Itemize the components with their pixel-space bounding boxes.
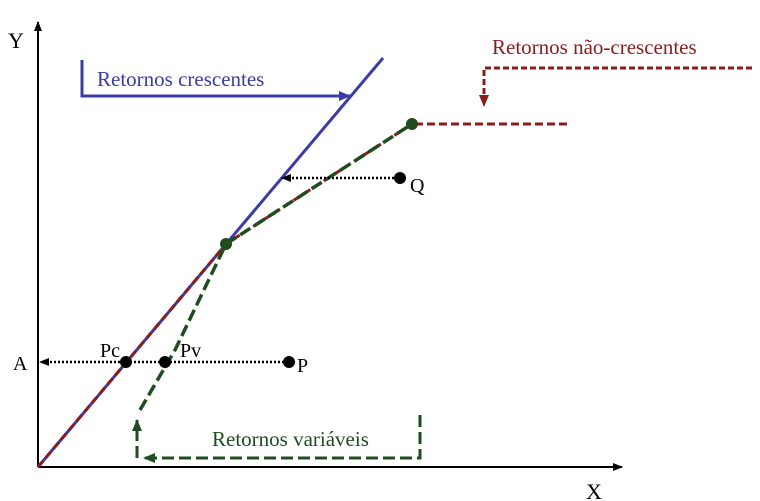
- nrs-callout-arrow: [479, 66, 752, 107]
- q-point: [394, 172, 406, 184]
- a-label: A: [13, 353, 28, 375]
- pc-point: [120, 356, 132, 368]
- p-point: [283, 356, 295, 368]
- p-label: P: [297, 355, 308, 377]
- y-axis-label: Y: [8, 28, 24, 53]
- pv-point: [159, 356, 171, 368]
- nrs-frontier-line: [36, 122, 568, 468]
- frontier-kink-point-upper: [406, 118, 418, 130]
- vrs-frontier-line: [138, 122, 413, 411]
- crs-label: Retornos crescentes: [97, 67, 264, 91]
- vrs-label: Retornos variáveis: [212, 427, 369, 451]
- frontier-kink-point-lower: [220, 238, 232, 250]
- pv-label: Pv: [180, 340, 201, 362]
- q-label: Q: [410, 175, 425, 197]
- vrs-callout-arrow: [143, 415, 422, 463]
- pc-label: Pc: [100, 340, 120, 362]
- x-axis-label: X: [586, 479, 602, 501]
- crs-callout-arrow: [80, 60, 351, 101]
- nrs-label: Retornos não-crescentes: [492, 35, 697, 59]
